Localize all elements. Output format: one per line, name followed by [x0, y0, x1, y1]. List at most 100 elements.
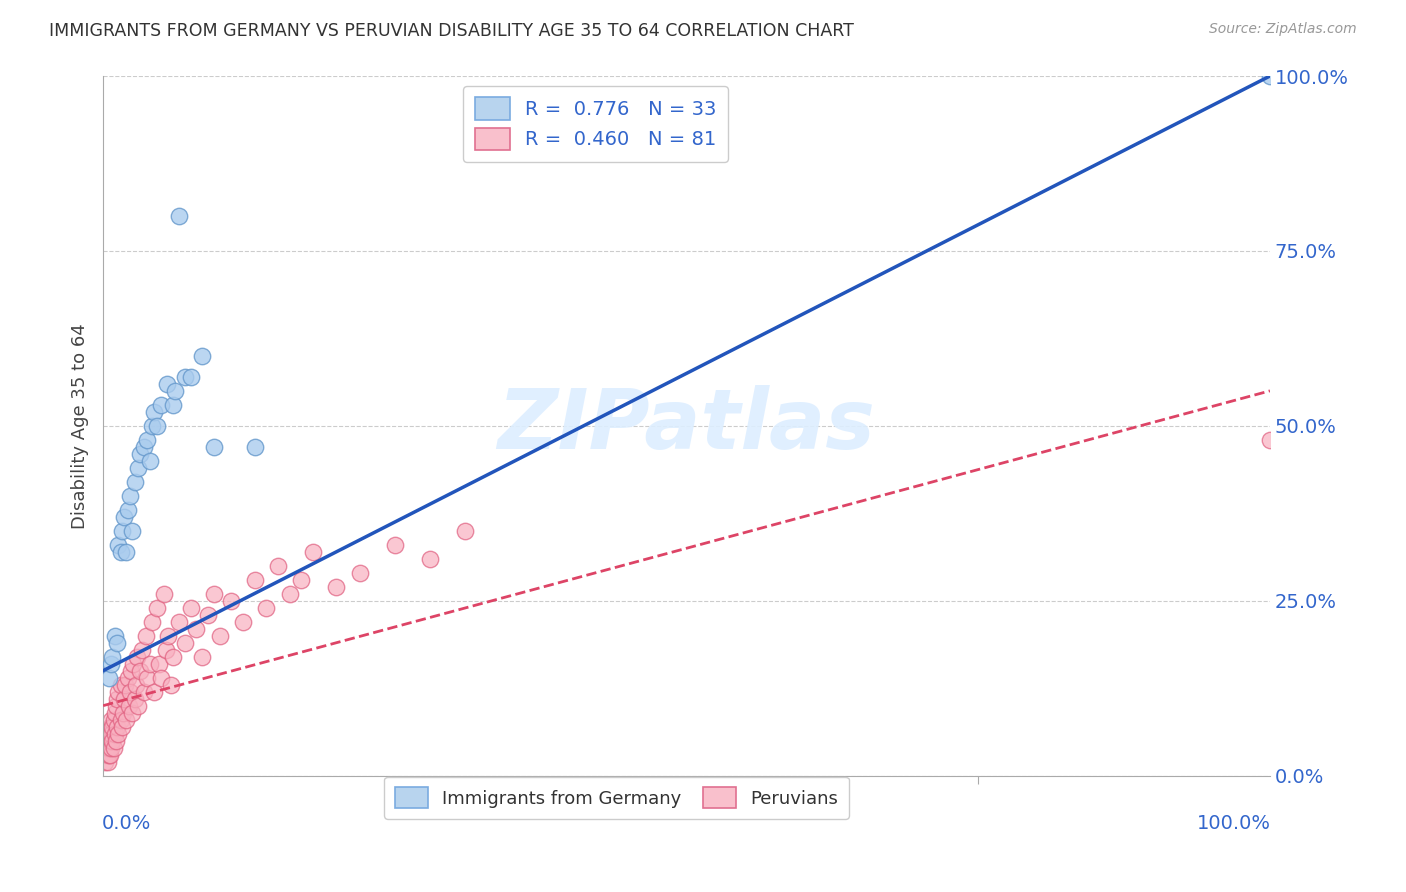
Point: [131, 642, 153, 657]
Point: [167, 615, 190, 629]
Point: [290, 573, 312, 587]
Point: [110, 678, 132, 692]
Point: [105, 691, 128, 706]
Point: [115, 545, 138, 559]
Point: [97, 755, 120, 769]
Point: [112, 509, 135, 524]
Point: [104, 698, 127, 713]
Point: [243, 573, 266, 587]
Point: [1258, 69, 1281, 83]
Point: [191, 649, 214, 664]
Point: [146, 418, 169, 433]
Text: IMMIGRANTS FROM GERMANY VS PERUVIAN DISABILITY AGE 35 TO 64 CORRELATION CHART: IMMIGRANTS FROM GERMANY VS PERUVIAN DISA…: [49, 22, 853, 40]
Point: [186, 622, 208, 636]
Point: [97, 726, 120, 740]
Point: [267, 558, 290, 573]
Point: [132, 440, 155, 454]
Point: [97, 733, 120, 747]
Point: [124, 475, 146, 489]
Point: [208, 629, 231, 643]
Point: [141, 418, 163, 433]
Point: [111, 706, 134, 720]
Point: [127, 460, 149, 475]
Point: [243, 440, 266, 454]
Point: [143, 405, 166, 419]
Point: [104, 726, 127, 740]
Point: [100, 740, 122, 755]
Point: [104, 706, 127, 720]
Point: [118, 684, 141, 698]
Point: [202, 440, 225, 454]
Point: [349, 566, 371, 580]
Point: [155, 642, 177, 657]
Point: [112, 691, 135, 706]
Point: [454, 524, 477, 538]
Point: [127, 698, 149, 713]
Point: [107, 684, 129, 698]
Point: [111, 524, 134, 538]
Point: [125, 649, 148, 664]
Point: [419, 551, 441, 566]
Point: [110, 713, 132, 727]
Point: [103, 713, 125, 727]
Point: [156, 376, 179, 391]
Point: [105, 636, 128, 650]
Point: [191, 349, 214, 363]
Point: [232, 615, 254, 629]
Text: Source: ZipAtlas.com: Source: ZipAtlas.com: [1209, 22, 1357, 37]
Point: [162, 649, 184, 664]
Point: [115, 713, 138, 727]
Point: [122, 657, 145, 671]
Point: [325, 580, 347, 594]
Point: [1258, 433, 1281, 447]
Point: [104, 629, 127, 643]
Text: ZIPatlas: ZIPatlas: [498, 385, 876, 467]
Point: [129, 447, 152, 461]
Point: [101, 649, 124, 664]
Point: [143, 684, 166, 698]
Y-axis label: Disability Age 35 to 64: Disability Age 35 to 64: [72, 323, 89, 529]
Point: [97, 671, 120, 685]
Point: [146, 600, 169, 615]
Legend: Immigrants from Germany, Peruvians: Immigrants from Germany, Peruvians: [384, 777, 849, 819]
Point: [129, 664, 152, 678]
Point: [384, 538, 406, 552]
Point: [118, 489, 141, 503]
Text: 0.0%: 0.0%: [103, 814, 152, 833]
Point: [98, 733, 121, 747]
Point: [221, 593, 243, 607]
Point: [107, 726, 129, 740]
Point: [111, 720, 134, 734]
Point: [132, 684, 155, 698]
Point: [157, 629, 180, 643]
Point: [101, 720, 124, 734]
Point: [162, 398, 184, 412]
Point: [100, 713, 122, 727]
Point: [110, 545, 132, 559]
Point: [98, 720, 121, 734]
Point: [180, 369, 202, 384]
Point: [278, 587, 301, 601]
Point: [139, 657, 162, 671]
Point: [141, 615, 163, 629]
Point: [121, 706, 143, 720]
Point: [94, 755, 117, 769]
Point: [136, 671, 159, 685]
Point: [139, 454, 162, 468]
Point: [118, 698, 141, 713]
Point: [98, 747, 121, 762]
Point: [153, 587, 176, 601]
Point: [96, 740, 118, 755]
Text: 100.0%: 100.0%: [1197, 814, 1271, 833]
Point: [105, 720, 128, 734]
Point: [100, 657, 122, 671]
Point: [100, 726, 122, 740]
Point: [120, 664, 142, 678]
Point: [124, 691, 146, 706]
Point: [202, 587, 225, 601]
Point: [159, 678, 181, 692]
Point: [121, 524, 143, 538]
Point: [103, 740, 125, 755]
Point: [165, 384, 187, 398]
Point: [256, 600, 278, 615]
